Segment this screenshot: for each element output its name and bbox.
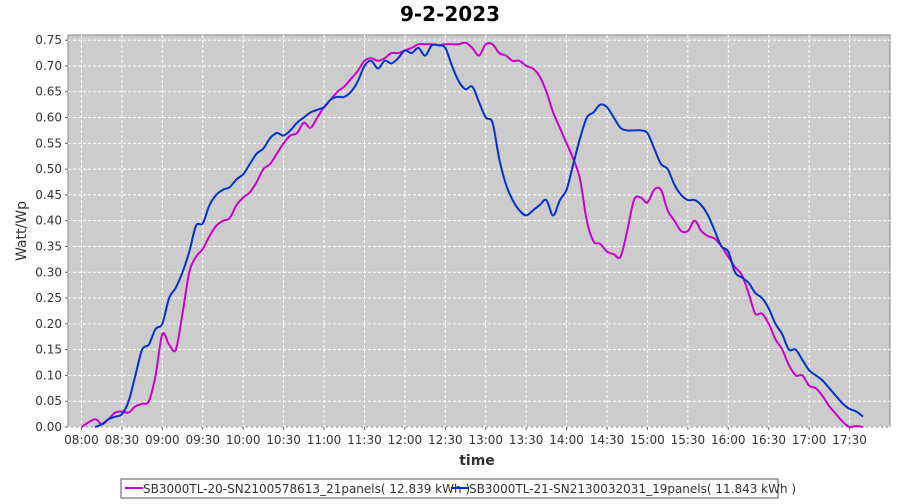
x-axis-label: time (459, 453, 495, 469)
x-tick-label: 13:30 (509, 433, 544, 447)
x-tick-label: 12:00 (388, 433, 423, 447)
grid-lines (68, 35, 890, 428)
y-tick-label: 0.25 (35, 291, 62, 305)
series-lines (80, 41, 864, 429)
x-tick-label: 13:00 (468, 433, 503, 447)
x-tick-label: 17:00 (792, 433, 827, 447)
y-tick-label: 0.45 (35, 188, 62, 202)
y-tick-label: 0.50 (35, 162, 62, 176)
legend-label-series-1: SB3000TL-20-SN2100578613_21panels( 12.83… (143, 482, 470, 496)
x-tick-label: 08:30 (105, 433, 140, 447)
y-tick-label: 0.05 (35, 394, 62, 408)
y-tick-label: 0.00 (35, 420, 62, 434)
chart-title: 9-2-2023 (400, 2, 500, 26)
y-tick-label: 0.70 (35, 59, 62, 73)
y-tick-label: 0.75 (35, 33, 62, 47)
y-tick-label: 0.20 (35, 317, 62, 331)
x-tick-label: 09:30 (185, 433, 220, 447)
series-line-1 (80, 41, 864, 429)
y-axis-label: Watt/Wp (14, 201, 30, 261)
x-tick-label: 15:30 (671, 433, 706, 447)
x-tick-label: 08:00 (64, 433, 99, 447)
y-tick-label: 0.40 (35, 214, 62, 228)
y-tick-label: 0.65 (35, 85, 62, 99)
x-tick-label: 10:30 (266, 433, 301, 447)
axes: 0.00 0.05 0.10 0.15 0.20 0.25 0.30 0.35 0.40 0.45… (35, 33, 867, 447)
legend-label-series-2: SB3000TL-21-SN2130032031_19panels( 11.84… (469, 482, 796, 496)
x-tick-label: 11:00 (307, 433, 342, 447)
x-tick-label: 14:00 (549, 433, 584, 447)
legend: SB3000TL-20-SN2100578613_21panels( 12.83… (120, 478, 796, 499)
y-tick-label: 0.15 (35, 343, 62, 357)
x-tick-label: 16:00 (711, 433, 746, 447)
y-tick-label: 0.55 (35, 136, 62, 150)
y-tick-label: 0.10 (35, 368, 62, 382)
y-tick-label: 0.30 (35, 265, 62, 279)
series-line-2 (94, 43, 864, 428)
x-tick-label: 12:30 (428, 433, 463, 447)
y-tick-label: 0.35 (35, 239, 62, 253)
legend-box (120, 478, 779, 499)
x-tick-label: 10:00 (226, 433, 261, 447)
x-tick-label: 17:30 (832, 433, 867, 447)
x-tick-label: 16:30 (751, 433, 786, 447)
x-tick-label: 09:00 (145, 433, 180, 447)
x-tick-label: 15:00 (630, 433, 665, 447)
x-tick-label: 14:30 (590, 433, 625, 447)
y-tick-label: 0.60 (35, 111, 62, 125)
x-tick-label: 11:30 (347, 433, 382, 447)
plot-area (67, 34, 891, 428)
